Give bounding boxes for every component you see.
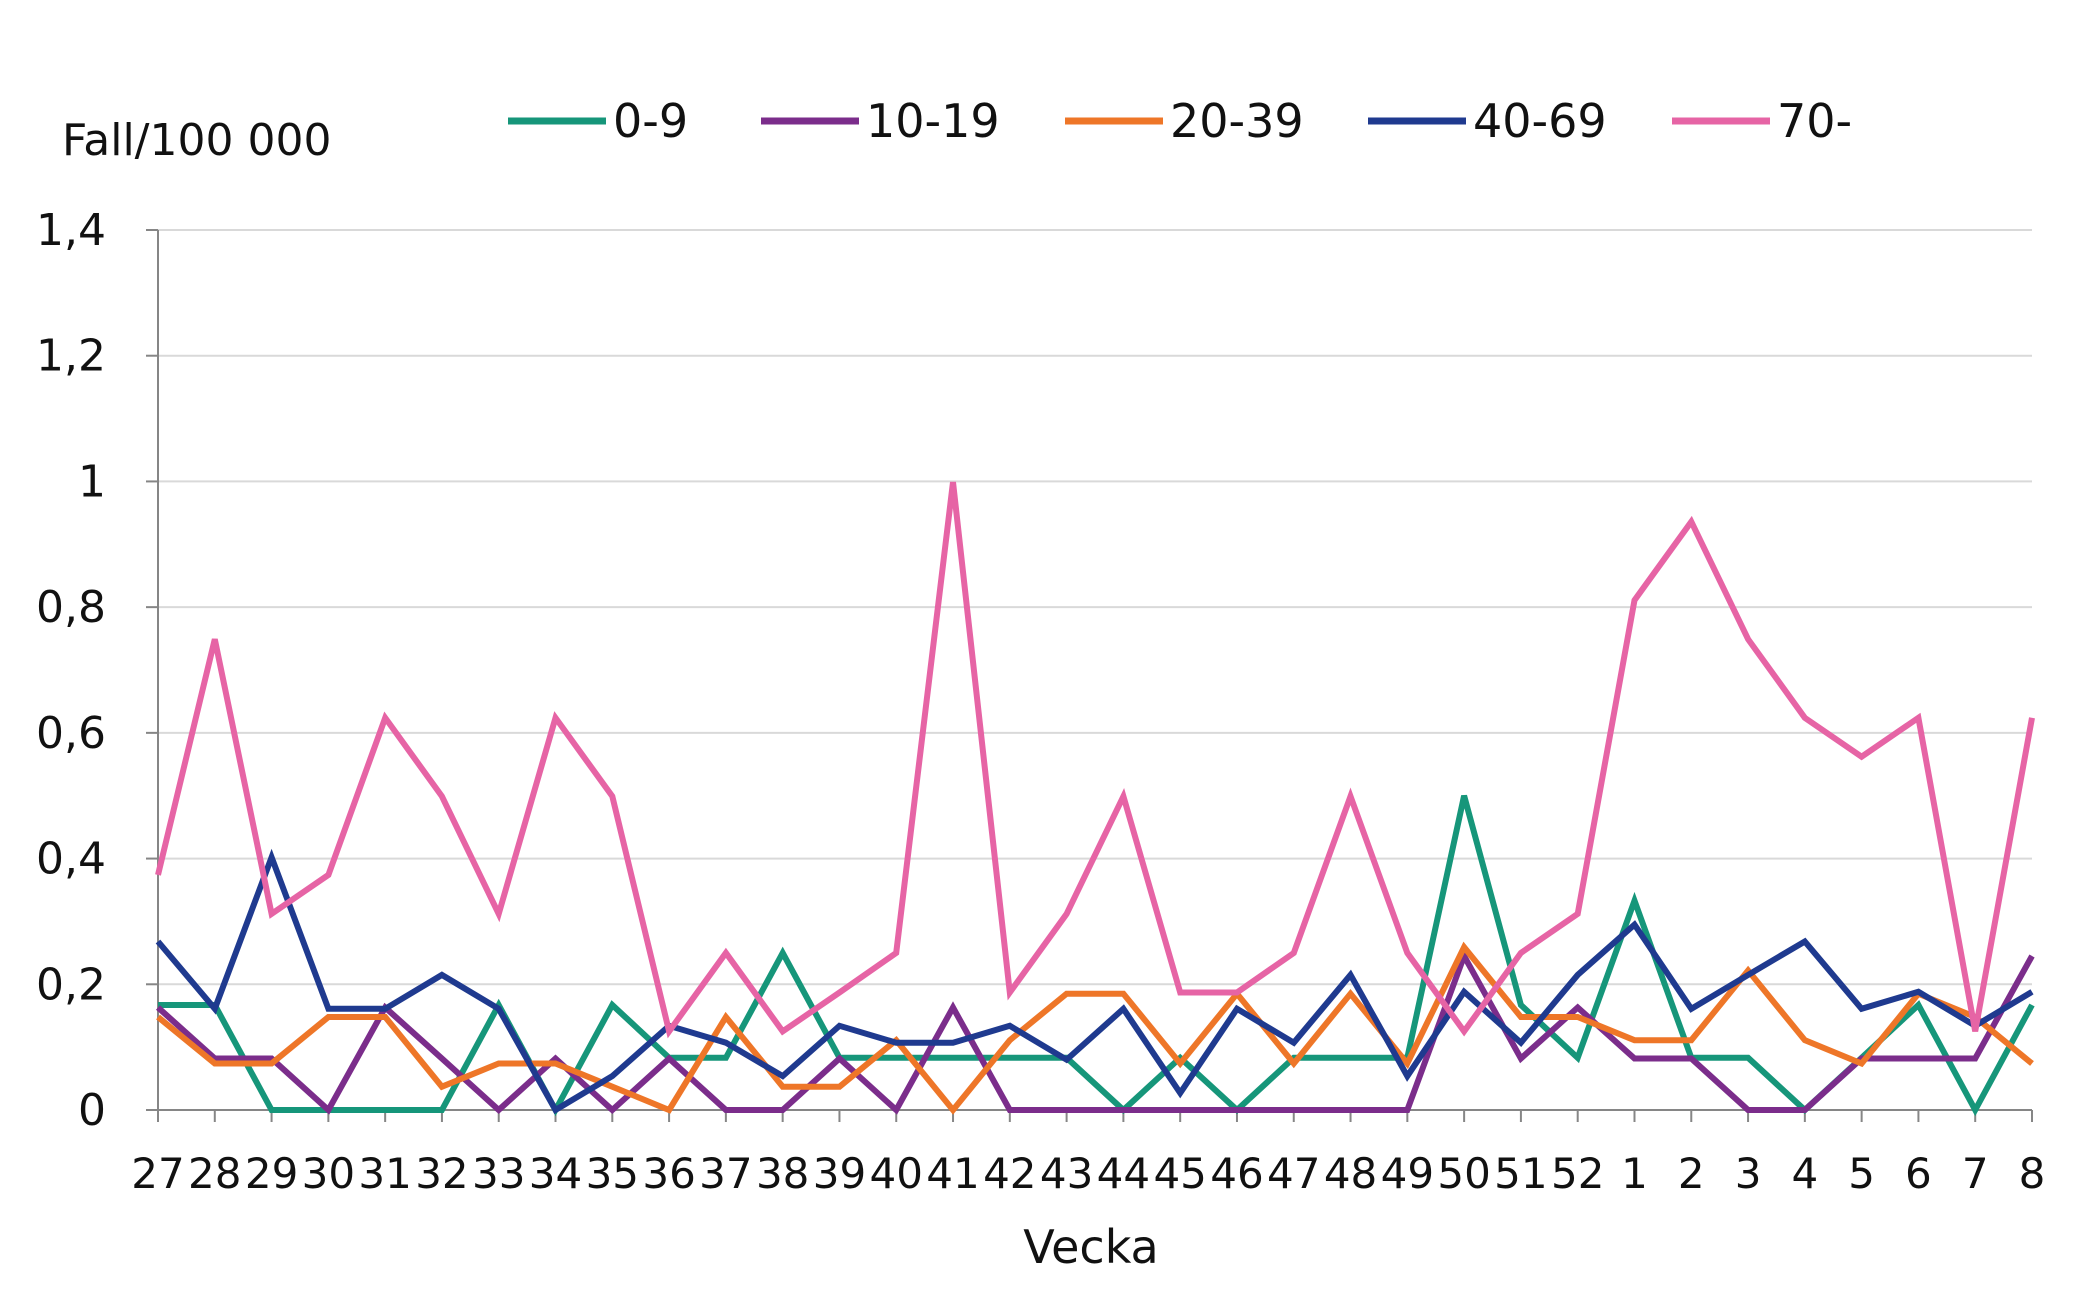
y-tick-label: 0 [78, 1085, 106, 1136]
x-tick-label: 47 [1267, 1149, 1320, 1198]
x-tick-label: 5 [1848, 1149, 1875, 1198]
y-tick-label: 0,4 [36, 834, 106, 885]
series-lines [155, 481, 2035, 1117]
y-tick-label: 1,4 [36, 205, 106, 256]
x-tick-label: 27 [131, 1149, 184, 1198]
x-axis-title: Vecka [1023, 1220, 1159, 1274]
x-tick-label: 40 [870, 1149, 923, 1198]
x-tick-label: 4 [1791, 1149, 1818, 1198]
legend-label: 40-69 [1473, 94, 1607, 148]
x-tick-label: 34 [529, 1149, 582, 1198]
series-line-10-19 [155, 948, 2035, 1115]
legend-label: 10-19 [866, 94, 1000, 148]
x-tick-label: 35 [586, 1149, 639, 1198]
x-tick-label: 42 [983, 1149, 1036, 1198]
x-tick-label: 48 [1324, 1149, 1377, 1198]
x-tick-label: 30 [302, 1149, 355, 1198]
legend-label: 20-39 [1170, 94, 1304, 148]
x-tick-label: 41 [926, 1149, 979, 1198]
x-tick-label: 32 [415, 1149, 468, 1198]
x-tick-label: 2 [1678, 1149, 1705, 1198]
x-tick-label: 50 [1437, 1149, 1490, 1198]
x-tick-label: 28 [188, 1149, 241, 1198]
x-tick-label: 6 [1905, 1149, 1932, 1198]
x-tick-label: 29 [245, 1149, 298, 1198]
x-tick-label: 38 [756, 1149, 809, 1198]
gridlines [158, 229, 2032, 986]
x-tick-label: 51 [1494, 1149, 1547, 1198]
x-tick-label: 33 [472, 1149, 525, 1198]
series-line-0-9 [158, 794, 2035, 1117]
x-tick-label: 31 [358, 1149, 411, 1198]
x-tick-label: 46 [1210, 1149, 1263, 1198]
legend-label: 70- [1777, 94, 1852, 148]
x-tick-label: 45 [1153, 1149, 1206, 1198]
x-tick-label: 36 [642, 1149, 695, 1198]
x-tick-label: 3 [1735, 1149, 1762, 1198]
x-tick-label: 1 [1621, 1149, 1648, 1198]
y-axis-title: Fall/100 000 [62, 115, 331, 166]
x-tick-label: 7 [1962, 1149, 1989, 1198]
series-line-40-69 [155, 848, 2034, 1115]
x-tick-label: 52 [1551, 1149, 1604, 1198]
y-tick-label: 1 [78, 456, 106, 507]
x-tick-labels: 27 28 29 30 31 32 33 34 35 36 37 38 39 40 41 42 43 44 45 46… [131, 1110, 2045, 1198]
y-tick-labels: 0 0,2 0,4 0,6 0,8 1 1,2 1,4 [36, 205, 158, 1136]
x-tick-label: 39 [813, 1149, 866, 1198]
y-tick-label: 0,8 [36, 582, 106, 633]
legend-label: 0-9 [613, 94, 688, 148]
x-tick-label: 43 [1040, 1149, 1093, 1198]
x-tick-label: 49 [1381, 1149, 1434, 1198]
series-line-20-39 [156, 941, 2034, 1115]
y-tick-label: 1,2 [36, 331, 106, 382]
x-tick-label: 37 [699, 1149, 752, 1198]
series-line-70- [155, 481, 2035, 1039]
y-tick-label: 0,6 [36, 708, 106, 759]
x-tick-label: 44 [1097, 1149, 1150, 1198]
y-tick-label: 0,2 [36, 959, 106, 1010]
x-tick-label: 8 [2019, 1149, 2046, 1198]
legend: 0-9 10-19 20-39 40-69 70- [508, 94, 1852, 148]
